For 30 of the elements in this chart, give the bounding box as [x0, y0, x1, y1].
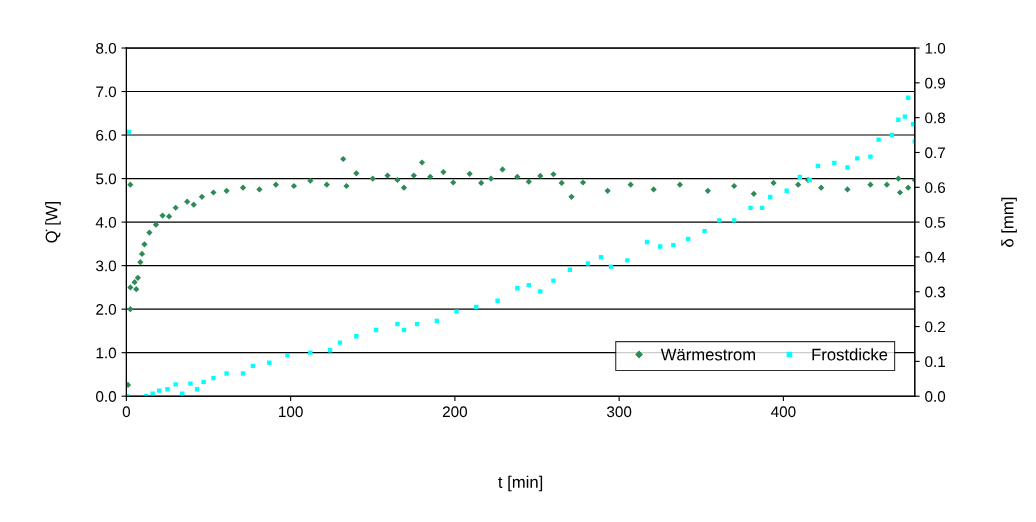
y-tick-label: 0.0 [96, 391, 117, 402]
y-tick-label: 7.0 [96, 86, 117, 98]
legend-label: Wärmestrom [660, 348, 755, 361]
x-axis-title: t [min] [498, 475, 543, 492]
y2-tick-label: 0.8 [925, 112, 946, 124]
y2-tick-label: 0.7 [925, 147, 945, 159]
x-tick-label: 200 [442, 406, 468, 418]
y2-tick-label: 0.4 [925, 251, 946, 263]
x-tick-label: 300 [606, 406, 632, 418]
y2-tick-label: 0.6 [925, 182, 946, 193]
y-tick-label: 4.0 [95, 216, 117, 228]
y-tick-label: 3.0 [96, 260, 117, 272]
y-tick-label: 6.0 [96, 129, 117, 141]
y2-tick-label: 0.1 [925, 356, 945, 368]
y2-tick-label: 0.3 [925, 286, 946, 298]
y-tick-label: 8.0 [96, 42, 117, 54]
x-tick-label: 0 [122, 406, 131, 418]
x-tick-label: 100 [279, 406, 303, 418]
y-tick-label: 5.0 [96, 173, 117, 185]
y-tick-label: 2.0 [96, 304, 117, 315]
y2-tick-label: 0.0 [925, 391, 946, 402]
x-tick-label: 400 [771, 406, 796, 418]
y2-tick-label: 0.9 [925, 77, 946, 89]
legend-label: Frostdicke [812, 348, 888, 361]
y-tick-label: 1.0 [96, 347, 117, 359]
y2-axis-title: δ [mm] [1001, 197, 1017, 247]
y2-tick-label: 0.5 [925, 216, 946, 228]
y2-tick-label: 0.2 [925, 321, 945, 333]
y2-tick-label: 1.0 [925, 42, 946, 54]
y-axis-title: Q̇ [W] [45, 202, 61, 243]
